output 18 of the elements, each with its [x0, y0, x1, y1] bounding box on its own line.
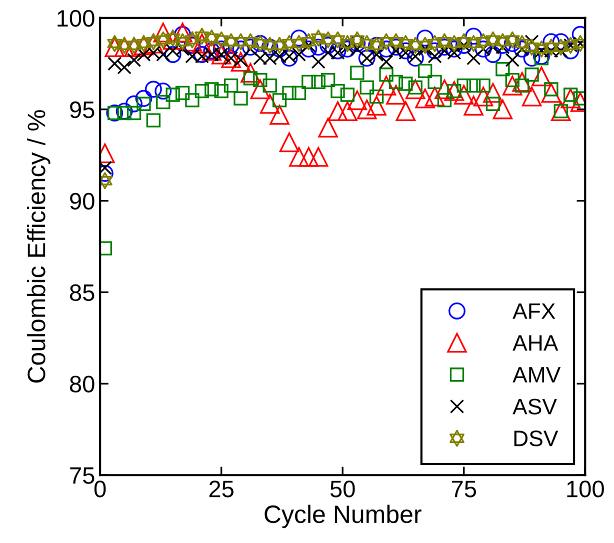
y-tick-label: 75 — [70, 467, 94, 484]
y-tick-label: 95 — [70, 101, 94, 118]
y-tick-label: 80 — [70, 376, 94, 392]
y-axis-title: Coulombic Efficiency / % — [26, 110, 50, 383]
x-tick-label: 100 — [567, 480, 604, 498]
x-axis-title: Cycle Number — [264, 504, 422, 528]
legend-label: AMV — [512, 367, 561, 382]
x-tick-label: 50 — [330, 480, 355, 498]
legend-label: AHA — [512, 335, 558, 351]
x-tick-label: 75 — [452, 480, 476, 498]
x-tick-label: 0 — [94, 480, 106, 498]
y-tick-label: 85 — [70, 284, 94, 302]
x-tick-label: 25 — [209, 480, 234, 498]
legend-label: DSV — [514, 430, 558, 446]
legend-label: ASV — [512, 398, 557, 414]
y-tick-label: 90 — [70, 192, 94, 210]
legend-label: AFX — [512, 303, 556, 319]
y-tick-label: 100 — [58, 10, 94, 27]
